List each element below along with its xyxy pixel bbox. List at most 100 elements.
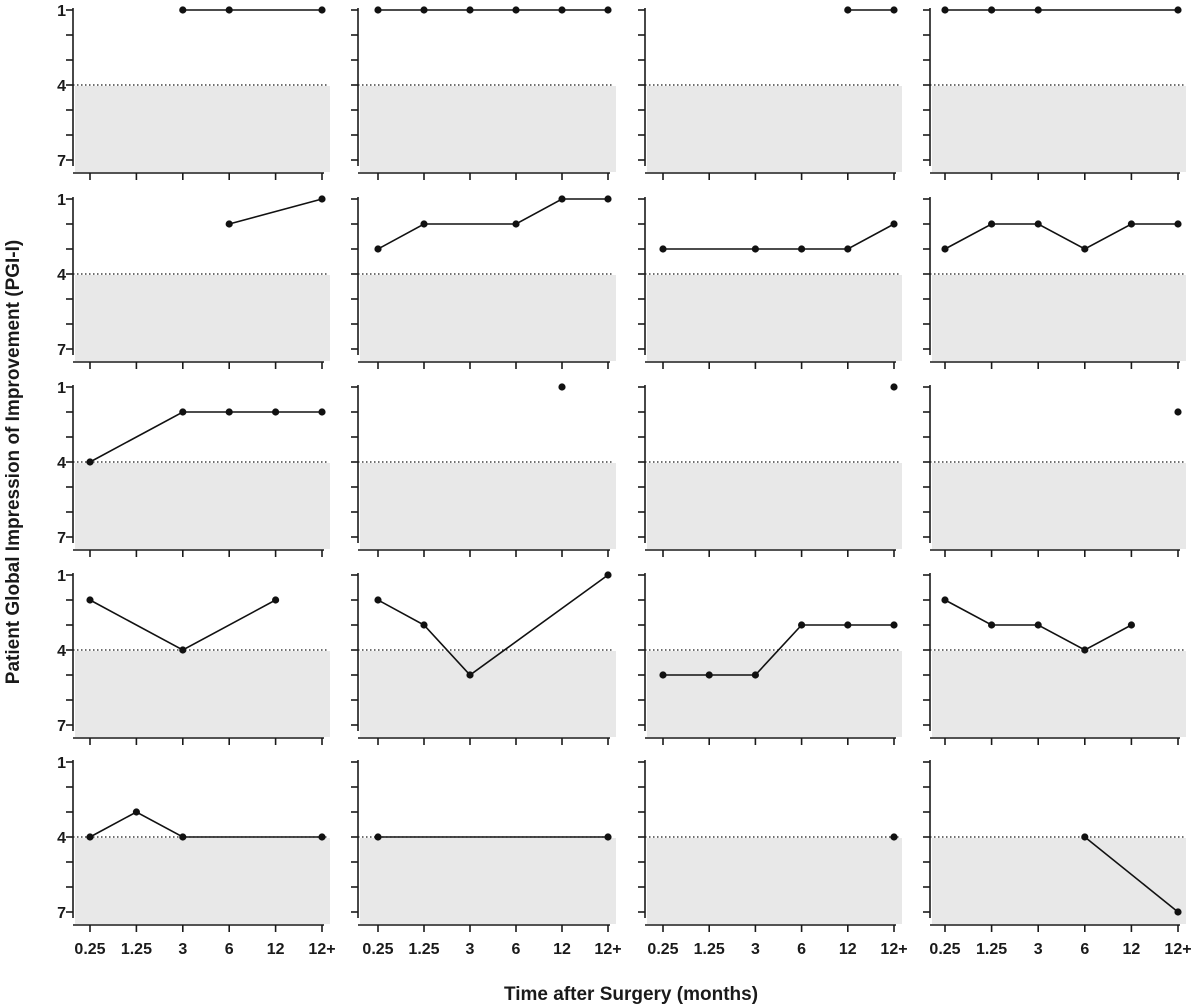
shaded-region <box>647 463 902 549</box>
y-tick-label: 7 <box>57 342 66 359</box>
data-point <box>1127 220 1135 228</box>
shaded-region <box>360 86 616 172</box>
data-point <box>318 6 326 14</box>
x-tick-label: 6 <box>797 941 806 958</box>
data-point <box>179 408 187 416</box>
x-tick-label: 0.25 <box>929 941 960 958</box>
shaded-region <box>932 86 1186 172</box>
y-tick-label: 4 <box>57 267 66 284</box>
data-point <box>988 220 996 228</box>
x-tick-label: 12 <box>553 941 571 958</box>
shaded-region <box>360 463 616 549</box>
x-tick-label: 12 <box>839 941 857 958</box>
data-point <box>420 6 428 14</box>
x-tick-label: 1.25 <box>694 941 725 958</box>
shaded-region <box>932 463 1186 549</box>
x-axis-layer: 0.25 1.25 3 6 12 12+ 0.25 1.25 3 6 12 12+ 0.25 1.25 3 6… <box>74 941 1191 958</box>
shaded-region <box>647 86 902 172</box>
data-point <box>1081 833 1089 841</box>
data-point <box>941 596 949 604</box>
data-point <box>844 6 852 14</box>
y-tick-label: 7 <box>57 153 66 170</box>
x-tick-label: 12+ <box>308 941 335 958</box>
data-point <box>272 596 280 604</box>
data-point <box>988 621 996 629</box>
shaded-region <box>932 838 1186 924</box>
y-tick-label: 1 <box>57 3 66 20</box>
y-tick-label: 7 <box>57 905 66 922</box>
data-point <box>890 6 898 14</box>
data-point <box>225 220 233 228</box>
panel-r2-c4 <box>923 197 1186 369</box>
data-point <box>272 408 280 416</box>
data-point <box>86 833 94 841</box>
shaded-region <box>360 651 616 737</box>
y-tick-label: 1 <box>57 192 66 209</box>
data-point <box>225 408 233 416</box>
data-point <box>1174 908 1182 916</box>
data-point <box>1081 245 1089 253</box>
panel-r4-c3 <box>638 573 902 745</box>
panels-layer <box>66 6 1186 932</box>
shaded-region <box>360 838 616 924</box>
x-tick-label: 3 <box>1034 941 1043 958</box>
x-tick-label: 0.25 <box>362 941 393 958</box>
data-point <box>466 671 474 679</box>
data-point <box>798 621 806 629</box>
shaded-region <box>75 463 330 549</box>
data-point <box>1034 220 1042 228</box>
shaded-region <box>75 86 330 172</box>
series-line <box>663 223 895 250</box>
shaded-region <box>932 651 1186 737</box>
data-point <box>890 833 898 841</box>
data-point <box>890 220 898 228</box>
data-point <box>1081 646 1089 654</box>
data-point <box>558 195 566 203</box>
shaded-region <box>75 838 330 924</box>
data-point <box>844 621 852 629</box>
data-point <box>1174 6 1182 14</box>
data-point <box>604 571 612 579</box>
data-point <box>659 245 667 253</box>
y-tick-label: 1 <box>57 380 66 397</box>
panel-r4-c1 <box>66 573 330 745</box>
series-line <box>377 574 609 677</box>
x-tick-label: 6 <box>512 941 521 958</box>
series-line <box>89 599 276 651</box>
panel-r3-c1 <box>66 385 330 557</box>
y-tick-label: 7 <box>57 530 66 547</box>
panel-r2-c1 <box>66 195 330 369</box>
data-point <box>179 646 187 654</box>
x-tick-label: 6 <box>225 941 234 958</box>
y-axis-layer: 1 4 7 1 4 7 1 4 7 1 4 7 1 4 7 <box>57 3 66 922</box>
data-point <box>604 833 612 841</box>
panel-r4-c4 <box>923 573 1186 745</box>
data-point <box>1127 621 1135 629</box>
data-point <box>751 671 760 679</box>
shaded-region <box>647 651 902 737</box>
panel-r1-c2 <box>351 6 616 180</box>
data-point <box>751 245 760 253</box>
y-axis-title: Patient Global Impression of Improvement… <box>3 240 24 684</box>
data-point <box>318 408 326 416</box>
data-point <box>374 833 382 841</box>
x-tick-label: 1.25 <box>121 941 152 958</box>
x-axis-title: Time after Surgery (months) <box>504 984 758 1005</box>
y-tick-label: 4 <box>57 830 66 847</box>
panel-r1-c1 <box>66 6 330 180</box>
data-point <box>225 6 233 14</box>
panel-r3-c3 <box>638 383 902 557</box>
series-line <box>663 624 894 676</box>
panel-r1-c4 <box>923 6 1186 180</box>
x-tick-label: 12+ <box>880 941 907 958</box>
y-tick-label: 1 <box>57 755 66 772</box>
y-tick-label: 1 <box>57 568 66 585</box>
data-point <box>890 383 898 391</box>
panel-r3-c4 <box>923 385 1186 557</box>
data-point <box>558 6 566 14</box>
data-point <box>179 833 187 841</box>
series-line <box>89 811 322 838</box>
panel-r5-c4 <box>923 760 1186 932</box>
data-point <box>179 6 187 14</box>
